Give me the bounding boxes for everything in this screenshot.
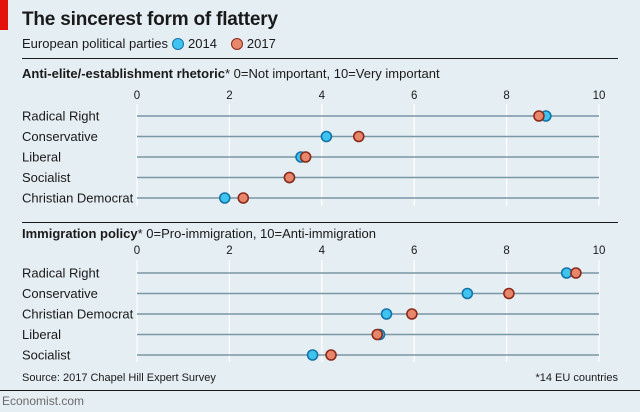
dot-2014 [218, 192, 231, 204]
dot-2014 [320, 130, 333, 143]
dot-2017 [570, 267, 582, 279]
category-label: Liberal [22, 150, 61, 165]
footnote: *14 EU countries [535, 372, 618, 384]
chart-subtitle: European political parties [22, 36, 168, 51]
dot-2014 [380, 308, 393, 320]
dot-2014 [306, 349, 319, 361]
dot-2014 [461, 287, 474, 300]
panel-title-immigration-bold: Immigration policy [22, 226, 138, 241]
panel-title-anti-elite: Anti-elite/-establishment rhetoric* 0=No… [22, 66, 440, 81]
legend-item-2014: 2014 [172, 36, 217, 51]
category-label: Radical Right [22, 109, 100, 124]
x-tick-label: 10 [593, 245, 606, 257]
x-tick-label: 2 [226, 90, 232, 102]
panel-title-anti-elite-bold: Anti-elite/-establishment rhetoric [22, 66, 225, 81]
dot-plot-chart: 0 2 4 6 8 10 Radical Right Conservative Liberal S… [22, 90, 606, 363]
dot-2017 [371, 328, 384, 341]
category-label: Socialist [22, 170, 71, 185]
chart-title: The sincerest form of flattery [22, 9, 278, 30]
legend: 2014 2017 [172, 36, 290, 51]
legend-marker-2014 [172, 37, 184, 50]
x-tick-label: 0 [134, 245, 140, 257]
category-label: Radical Right [22, 266, 100, 281]
x-tick-label: 8 [503, 90, 509, 102]
category-label: Socialist [22, 348, 71, 363]
divider-middle [22, 222, 618, 223]
legend-marker-2017 [230, 37, 243, 50]
dot-2017 [283, 171, 296, 184]
x-tick-label: 10 [593, 90, 606, 102]
category-label: Conservative [22, 129, 98, 144]
panel-title-immigration-rest: * 0=Pro-immigration, 10=Anti-immigration [137, 226, 377, 241]
x-tick-label: 2 [226, 245, 232, 257]
dot-2017 [503, 287, 515, 300]
dot-2017 [237, 192, 250, 204]
x-tick-label: 8 [503, 245, 509, 257]
x-tick-label: 6 [411, 90, 417, 102]
x-tick-label: 6 [411, 245, 417, 257]
dot-2017 [325, 349, 337, 361]
brand-tag [0, 0, 8, 30]
brand-label: Economist.com [2, 394, 85, 408]
divider-top [22, 58, 618, 59]
category-label: Conservative [22, 286, 98, 301]
panel-title-anti-elite-rest: * 0=Not important, 10=Very important [224, 66, 440, 81]
x-tick-label: 4 [319, 245, 326, 257]
category-label: Christian Democrat [22, 191, 134, 206]
category-label: Liberal [22, 327, 61, 342]
dot-2017 [299, 151, 312, 163]
dot-2017 [406, 308, 418, 320]
dot-2017 [533, 110, 545, 122]
x-tick-label: 0 [134, 90, 140, 102]
x-tick-label: 4 [319, 90, 326, 102]
divider-bottom [0, 390, 640, 391]
panel-title-immigration: Immigration policy* 0=Pro-immigration, 1… [22, 226, 376, 241]
category-label: Christian Democrat [22, 307, 134, 322]
dot-2017 [352, 130, 365, 143]
legend-label-2014: 2014 [188, 36, 217, 51]
legend-item-2017: 2017 [230, 36, 276, 51]
legend-label-2017: 2017 [246, 36, 276, 51]
source-note: Source: 2017 Chapel Hill Expert Survey [22, 372, 216, 384]
